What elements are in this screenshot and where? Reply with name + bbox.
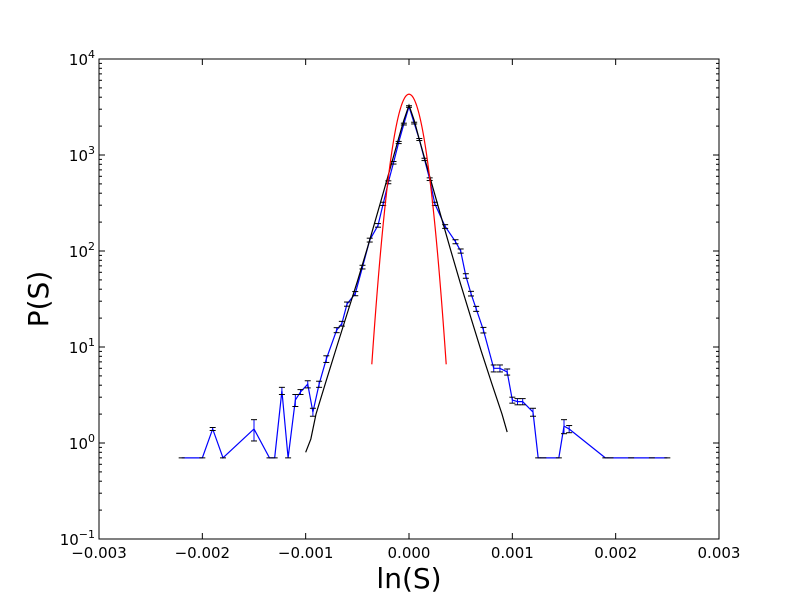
plot-area: [178, 93, 671, 459]
y-tick-label: 104: [69, 48, 95, 69]
series-line-2: [371, 93, 447, 365]
x-tick-label: −0.001: [278, 544, 334, 562]
x-tick-label: −0.002: [175, 544, 231, 562]
x-tick-label: 0.003: [698, 544, 741, 562]
y-axis-label: P(S): [22, 271, 55, 328]
y-tick-label: 10−1: [60, 528, 95, 549]
y-tick-labels: 10−1 100 101 102 103 104: [60, 48, 95, 549]
y-tick-label: 102: [69, 240, 95, 261]
x-tick-label: 0.001: [491, 544, 534, 562]
x-tick-label: 0.002: [594, 544, 637, 562]
y-tick-label: 100: [69, 432, 95, 453]
y-tick-label: 103: [69, 144, 95, 165]
series-line-1: [305, 103, 508, 453]
x-tick-label: −0.003: [71, 544, 127, 562]
x-axis-label: ln(S): [376, 562, 441, 595]
axis-ticks: [98, 58, 720, 540]
y-tick-label: 101: [69, 336, 95, 357]
x-tick-label: 0.000: [388, 544, 431, 562]
x-tick-labels: −0.003 −0.002 −0.001 0.000 0.001 0.002 0.003: [71, 544, 740, 562]
plot-background: [99, 59, 719, 539]
